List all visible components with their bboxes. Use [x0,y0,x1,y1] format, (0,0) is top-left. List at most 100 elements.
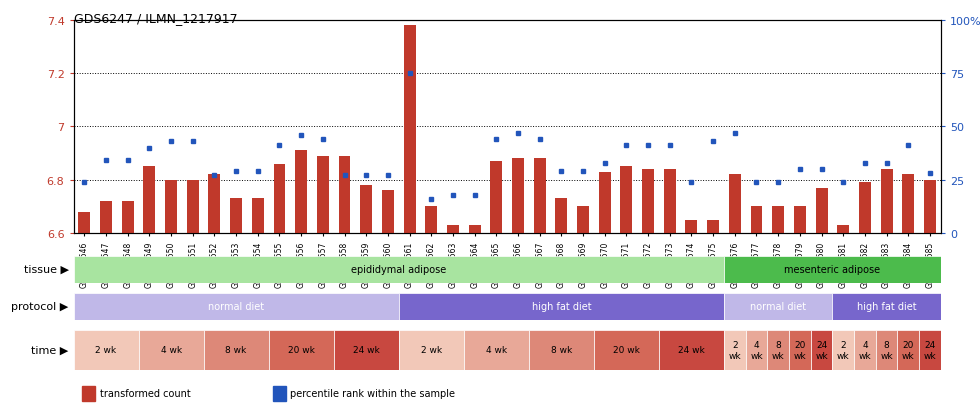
Text: 8 wk: 8 wk [551,346,572,354]
Bar [295,151,307,233]
Text: 2 wk: 2 wk [420,346,442,354]
Text: normal diet: normal diet [208,301,265,312]
Bar [577,207,589,233]
Bar [815,188,827,233]
FancyBboxPatch shape [919,330,941,370]
Text: GDS6247 / ILMN_1217917: GDS6247 / ILMN_1217917 [74,12,237,25]
Bar [556,199,567,233]
Text: 4
wk: 4 wk [750,340,762,360]
Bar [252,199,264,233]
Text: 4 wk: 4 wk [161,346,181,354]
Text: 8
wk: 8 wk [880,340,893,360]
FancyBboxPatch shape [855,330,876,370]
Bar [425,207,437,233]
Text: high fat diet: high fat diet [531,301,591,312]
Bar [663,170,676,233]
FancyBboxPatch shape [269,330,333,370]
Bar [490,161,503,233]
Text: 8 wk: 8 wk [225,346,247,354]
Bar [317,156,329,233]
Text: epididymal adipose: epididymal adipose [351,264,446,275]
Text: 24
wk: 24 wk [815,340,828,360]
Bar [165,180,177,233]
Bar [404,26,416,233]
FancyBboxPatch shape [724,293,832,320]
Text: 20
wk: 20 wk [794,340,807,360]
Bar [772,207,784,233]
Bar [447,225,459,233]
Text: 4 wk: 4 wk [486,346,507,354]
Text: normal diet: normal diet [750,301,807,312]
Text: 2
wk: 2 wk [728,340,741,360]
Bar [468,225,480,233]
FancyBboxPatch shape [399,293,724,320]
Text: tissue ▶: tissue ▶ [24,264,69,275]
Bar [794,207,806,233]
Text: mesenteric adipose: mesenteric adipose [784,264,880,275]
Text: 24 wk: 24 wk [678,346,705,354]
FancyBboxPatch shape [832,330,855,370]
Bar [858,183,871,233]
Bar [273,164,285,233]
Bar [230,199,242,233]
Bar [729,175,741,233]
FancyBboxPatch shape [138,330,204,370]
Text: 20
wk: 20 wk [902,340,914,360]
Bar [512,159,524,233]
Bar [361,185,372,233]
Text: 2
wk: 2 wk [837,340,850,360]
FancyBboxPatch shape [464,330,529,370]
FancyBboxPatch shape [204,330,269,370]
Text: 4
wk: 4 wk [858,340,871,360]
Text: percentile rank within the sample: percentile rank within the sample [290,388,456,399]
Text: 24
wk: 24 wk [923,340,936,360]
Bar [78,212,90,233]
Bar [599,172,611,233]
FancyBboxPatch shape [746,330,767,370]
Bar [903,175,914,233]
FancyBboxPatch shape [659,330,724,370]
Bar [382,191,394,233]
FancyBboxPatch shape [74,293,399,320]
Bar [100,202,112,233]
Bar [82,386,95,401]
FancyBboxPatch shape [832,293,941,320]
Bar [642,170,654,233]
Text: 24 wk: 24 wk [353,346,379,354]
Bar [122,202,133,233]
FancyBboxPatch shape [74,330,138,370]
Bar [685,220,698,233]
Text: transformed count: transformed count [100,388,190,399]
FancyBboxPatch shape [399,330,464,370]
Bar [837,225,850,233]
Bar [534,159,546,233]
Bar [187,180,199,233]
Bar [708,220,719,233]
Text: 20 wk: 20 wk [612,346,640,354]
FancyBboxPatch shape [876,330,898,370]
Bar [338,156,351,233]
Bar [751,207,762,233]
Text: 2 wk: 2 wk [95,346,117,354]
Bar [273,386,286,401]
FancyBboxPatch shape [333,330,399,370]
FancyBboxPatch shape [810,330,832,370]
FancyBboxPatch shape [594,330,659,370]
Bar [209,175,221,233]
FancyBboxPatch shape [724,330,746,370]
Text: 20 wk: 20 wk [288,346,315,354]
Text: high fat diet: high fat diet [857,301,916,312]
Text: protocol ▶: protocol ▶ [12,301,69,312]
Bar [143,167,156,233]
Bar [924,180,936,233]
Bar [620,167,632,233]
FancyBboxPatch shape [767,330,789,370]
FancyBboxPatch shape [789,330,810,370]
FancyBboxPatch shape [74,256,724,283]
Text: 8
wk: 8 wk [772,340,785,360]
FancyBboxPatch shape [724,256,941,283]
FancyBboxPatch shape [529,330,594,370]
Bar [881,170,893,233]
FancyBboxPatch shape [898,330,919,370]
Text: time ▶: time ▶ [31,345,69,355]
